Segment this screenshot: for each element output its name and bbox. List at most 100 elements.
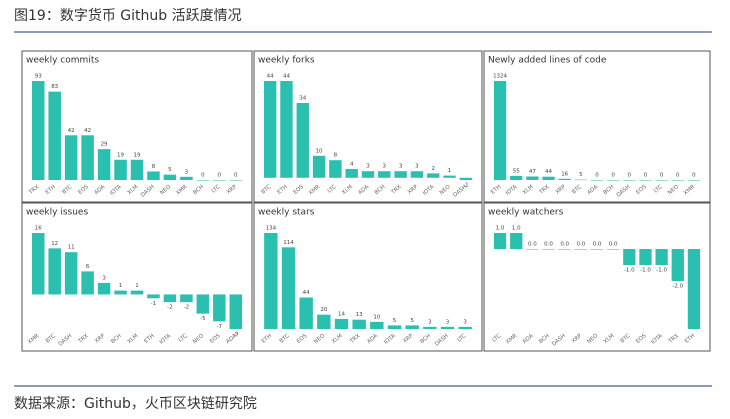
- value-label: 44: [267, 74, 274, 80]
- value-label: 0.0: [609, 242, 618, 248]
- value-label: 5: [410, 318, 414, 324]
- value-label: 4: [350, 162, 354, 168]
- bar: [655, 249, 668, 265]
- bar: [81, 135, 94, 180]
- value-label: 29: [101, 142, 108, 148]
- panel-title: Newly added lines of code: [488, 56, 607, 66]
- bar: [213, 180, 226, 181]
- x-tick-label: XLM: [522, 184, 535, 196]
- value-label: 47: [529, 169, 536, 175]
- x-tick-label: BCH: [603, 184, 616, 196]
- x-tick-label: XRP: [555, 184, 568, 196]
- x-tick-label: TRX: [348, 333, 361, 345]
- value-label: 0: [644, 173, 648, 179]
- bar: [423, 326, 437, 329]
- value-label: -1: [151, 301, 156, 307]
- x-tick-label: BCH: [538, 333, 551, 345]
- bar: [280, 81, 293, 178]
- bar: [81, 271, 94, 295]
- x-tick-label: DASH: [434, 333, 450, 348]
- bar: [296, 103, 309, 178]
- bar: [345, 169, 358, 178]
- x-tick-label: XRP: [94, 333, 107, 345]
- bar: [623, 249, 636, 265]
- value-label: 0: [692, 173, 696, 179]
- x-tick-label: XLM: [341, 184, 354, 196]
- value-label: 0: [611, 173, 615, 179]
- x-tick-label: DASH: [452, 184, 468, 199]
- x-tick-label: ADA: [522, 333, 535, 345]
- value-label: -1: [463, 183, 468, 189]
- value-label: 5: [579, 172, 583, 178]
- bar: [64, 252, 78, 295]
- value-label: 0: [628, 173, 632, 179]
- value-label: 20: [320, 307, 327, 313]
- x-tick-label: XMR: [308, 184, 321, 197]
- value-label: 1.0: [512, 226, 521, 232]
- x-tick-label: IOTA: [650, 333, 664, 346]
- bar: [378, 171, 391, 178]
- value-label: 3: [383, 164, 387, 170]
- value-label: 44: [283, 74, 290, 80]
- x-tick-label: XLM: [331, 333, 344, 345]
- value-label: 44: [545, 169, 552, 175]
- figure-title: 图19：数字货币 Github 活跃度情况: [14, 7, 242, 24]
- bar: [623, 180, 636, 181]
- panel: [483, 202, 711, 352]
- bar: [180, 294, 193, 303]
- bar: [590, 249, 604, 250]
- x-tick-label: BTC: [260, 184, 272, 196]
- value-label: 8: [334, 153, 338, 159]
- bar: [607, 249, 620, 250]
- x-tick-label: ETH: [490, 184, 502, 196]
- x-tick-label: ETH: [45, 184, 57, 196]
- bar: [147, 171, 160, 180]
- bar: [229, 294, 243, 329]
- bar: [639, 249, 652, 265]
- value-label: 0: [660, 173, 664, 179]
- bar: [558, 249, 571, 250]
- value-label: 3: [415, 164, 419, 170]
- x-tick-label: IOTA: [383, 333, 397, 346]
- bar: [196, 180, 210, 181]
- value-label: 16: [561, 171, 568, 177]
- bar: [329, 160, 342, 178]
- x-tick-label: XLM: [127, 184, 140, 196]
- x-tick-label: IOTA: [109, 184, 123, 197]
- value-label: 5: [168, 167, 172, 173]
- value-label: -9: [233, 332, 239, 338]
- value-label: 11: [68, 245, 75, 251]
- value-label: 3: [428, 319, 432, 325]
- value-label: 12: [51, 241, 58, 247]
- value-label: 83: [51, 84, 58, 90]
- bar: [458, 326, 472, 329]
- x-tick-label: BCH: [110, 333, 123, 345]
- x-tick-label: ETH: [276, 184, 288, 196]
- value-label: 0: [595, 173, 599, 179]
- value-label: -2: [184, 305, 189, 311]
- panel: [21, 50, 253, 203]
- value-label: 0: [218, 173, 222, 179]
- bar: [671, 249, 684, 281]
- bar: [687, 180, 701, 181]
- x-tick-label: NEO: [667, 184, 681, 197]
- value-label: 134: [266, 226, 277, 232]
- bar: [394, 171, 407, 178]
- x-tick-label: XLM: [127, 333, 140, 345]
- value-label: -1.0: [624, 268, 635, 274]
- value-label: 0.0: [576, 242, 585, 248]
- value-label: 3: [463, 319, 467, 325]
- value-label: -7: [217, 324, 223, 330]
- value-label: 0: [676, 173, 680, 179]
- value-label: 114: [283, 240, 294, 246]
- bar: [459, 177, 473, 180]
- x-tick-label: ETH: [684, 333, 696, 345]
- x-tick-label: BTC: [571, 184, 583, 196]
- x-tick-label: DASH: [551, 333, 567, 348]
- x-tick-label: TRX: [538, 184, 551, 196]
- value-label: 0: [201, 173, 205, 179]
- value-label: 44: [303, 290, 310, 296]
- value-label: 16: [35, 226, 42, 232]
- x-tick-label: BCH: [419, 333, 432, 345]
- bar: [687, 249, 701, 329]
